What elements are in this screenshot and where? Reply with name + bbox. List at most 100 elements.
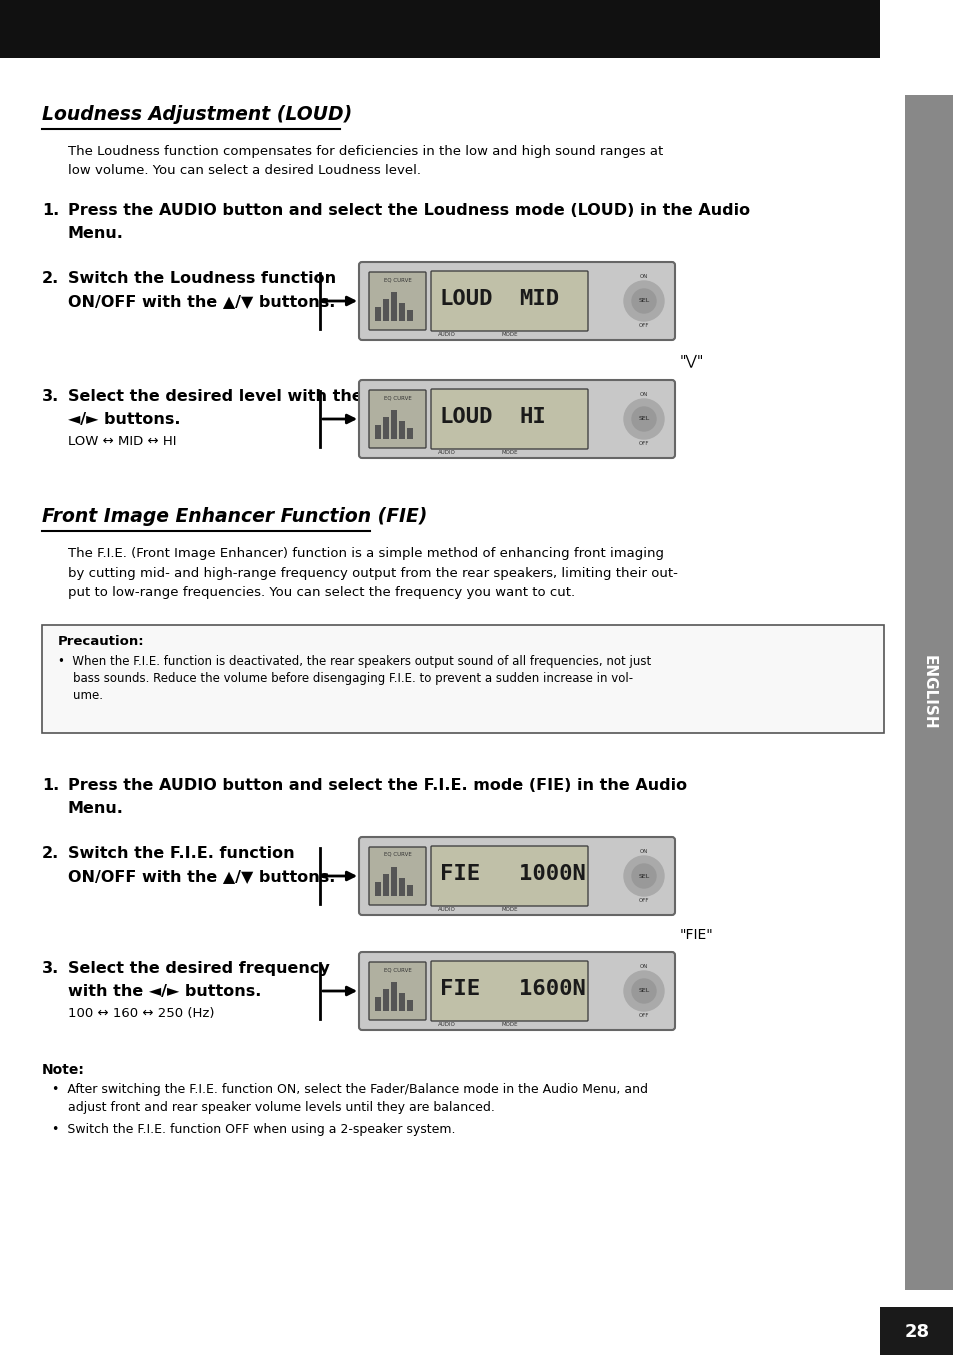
Text: Front Image Enhancer Function (FIE): Front Image Enhancer Function (FIE) [42,507,427,526]
Text: ENGLISH: ENGLISH [921,656,936,730]
FancyBboxPatch shape [369,962,426,1020]
Text: FIE: FIE [439,980,479,999]
Bar [398,421,405,439]
Bar [407,428,413,439]
Text: Note:: Note: [42,1064,85,1077]
Text: bass sounds. Reduce the volume before disengaging F.I.E. to prevent a sudden inc: bass sounds. Reduce the volume before di… [58,672,633,686]
Text: AUDIO: AUDIO [437,1022,456,1027]
Text: with the ◄/► buttons.: with the ◄/► buttons. [68,984,261,999]
Bar [398,304,405,321]
Text: "⋁": "⋁" [679,354,703,367]
Text: ON: ON [639,963,647,969]
FancyBboxPatch shape [431,846,587,906]
Text: ON/OFF with the ▲/▼ buttons.: ON/OFF with the ▲/▼ buttons. [68,869,335,883]
FancyBboxPatch shape [431,271,587,331]
Bar [391,411,396,439]
Text: 1.: 1. [42,203,59,218]
Bar [407,310,413,321]
Text: "FIE": "FIE" [679,928,713,942]
Circle shape [631,864,656,888]
Text: The F.I.E. (Front Image Enhancer) function is a simple method of enhancing front: The F.I.E. (Front Image Enhancer) functi… [68,547,678,599]
Bar [391,293,396,321]
Text: EQ CURVE: EQ CURVE [383,852,411,856]
Bar [398,993,405,1011]
Bar [0,0,879,58]
Text: AUDIO: AUDIO [437,332,456,337]
Text: Menu.: Menu. [68,801,124,816]
Circle shape [631,406,656,431]
Text: 28: 28 [903,1322,928,1341]
Text: Press the AUDIO button and select the F.I.E. mode (FIE) in the Audio: Press the AUDIO button and select the F.… [68,778,686,793]
FancyBboxPatch shape [358,837,675,915]
Text: Switch the Loudness function: Switch the Loudness function [68,271,335,286]
Bar [407,1000,413,1011]
Bar [382,989,389,1011]
Text: 1000N: 1000N [519,864,586,883]
Text: Switch the F.I.E. function: Switch the F.I.E. function [68,846,294,860]
Text: EQ CURVE: EQ CURVE [383,396,411,400]
Circle shape [623,972,663,1011]
FancyBboxPatch shape [358,379,675,458]
Circle shape [631,289,656,313]
Circle shape [631,980,656,1003]
Text: 1600N: 1600N [519,980,586,999]
Text: adjust front and rear speaker volume levels until they are balanced.: adjust front and rear speaker volume lev… [52,1102,495,1114]
FancyBboxPatch shape [369,272,426,331]
Text: Press the AUDIO button and select the Loudness mode (LOUD) in the Audio: Press the AUDIO button and select the Lo… [68,203,749,218]
Text: MODE: MODE [500,450,517,455]
FancyBboxPatch shape [431,389,587,449]
Bar [375,996,380,1011]
Text: LOUD: LOUD [439,406,493,427]
Text: AUDIO: AUDIO [437,906,456,912]
Text: 100 ↔ 160 ↔ 250 (Hz): 100 ↔ 160 ↔ 250 (Hz) [68,1007,214,1020]
Text: AUDIO: AUDIO [437,450,456,455]
Bar [382,299,389,321]
Text: OFF: OFF [639,1014,649,1018]
Circle shape [623,856,663,896]
Text: MODE: MODE [500,1022,517,1027]
Text: Select the desired level with the: Select the desired level with the [68,389,362,404]
Text: 3.: 3. [42,961,59,976]
Text: 3.: 3. [42,389,59,404]
Text: ON: ON [639,392,647,397]
Bar [375,424,380,439]
Text: MODE: MODE [500,332,517,337]
Text: OFF: OFF [639,898,649,902]
Text: SEL: SEL [638,416,649,421]
Bar [407,885,413,896]
Text: •  When the F.I.E. function is deactivated, the rear speakers output sound of al: • When the F.I.E. function is deactivate… [58,654,651,668]
Bar [375,882,380,896]
Bar [391,867,396,896]
Text: HI: HI [519,406,546,427]
Bar [382,417,389,439]
Text: 2.: 2. [42,271,59,286]
Bar [375,306,380,321]
Bar [904,95,953,1290]
Text: LOUD: LOUD [439,289,493,309]
Text: ume.: ume. [58,688,103,702]
Text: •  After switching the F.I.E. function ON, select the Fader/Balance mode in the : • After switching the F.I.E. function ON… [52,1083,647,1096]
Text: Menu.: Menu. [68,226,124,241]
FancyBboxPatch shape [358,262,675,340]
Bar [879,1308,953,1355]
Bar [391,982,396,1011]
Text: EQ CURVE: EQ CURVE [383,967,411,972]
Text: ON: ON [639,274,647,279]
Text: •  Switch the F.I.E. function OFF when using a 2-speaker system.: • Switch the F.I.E. function OFF when us… [52,1123,455,1135]
Text: OFF: OFF [639,440,649,446]
Text: 2.: 2. [42,846,59,860]
FancyBboxPatch shape [358,953,675,1030]
FancyBboxPatch shape [369,847,426,905]
FancyBboxPatch shape [369,390,426,449]
Text: OFF: OFF [639,322,649,328]
Text: ◄/► buttons.: ◄/► buttons. [68,412,180,427]
Text: LOW ↔ MID ↔ HI: LOW ↔ MID ↔ HI [68,435,176,449]
Text: The Loudness function compensates for deficiencies in the low and high sound ran: The Loudness function compensates for de… [68,145,662,178]
Text: SEL: SEL [638,989,649,993]
Circle shape [623,280,663,321]
Text: Select the desired frequency: Select the desired frequency [68,961,330,976]
Text: FIE: FIE [439,864,479,883]
Text: Precaution:: Precaution: [58,635,145,648]
FancyBboxPatch shape [42,625,883,733]
Text: MID: MID [519,289,559,309]
